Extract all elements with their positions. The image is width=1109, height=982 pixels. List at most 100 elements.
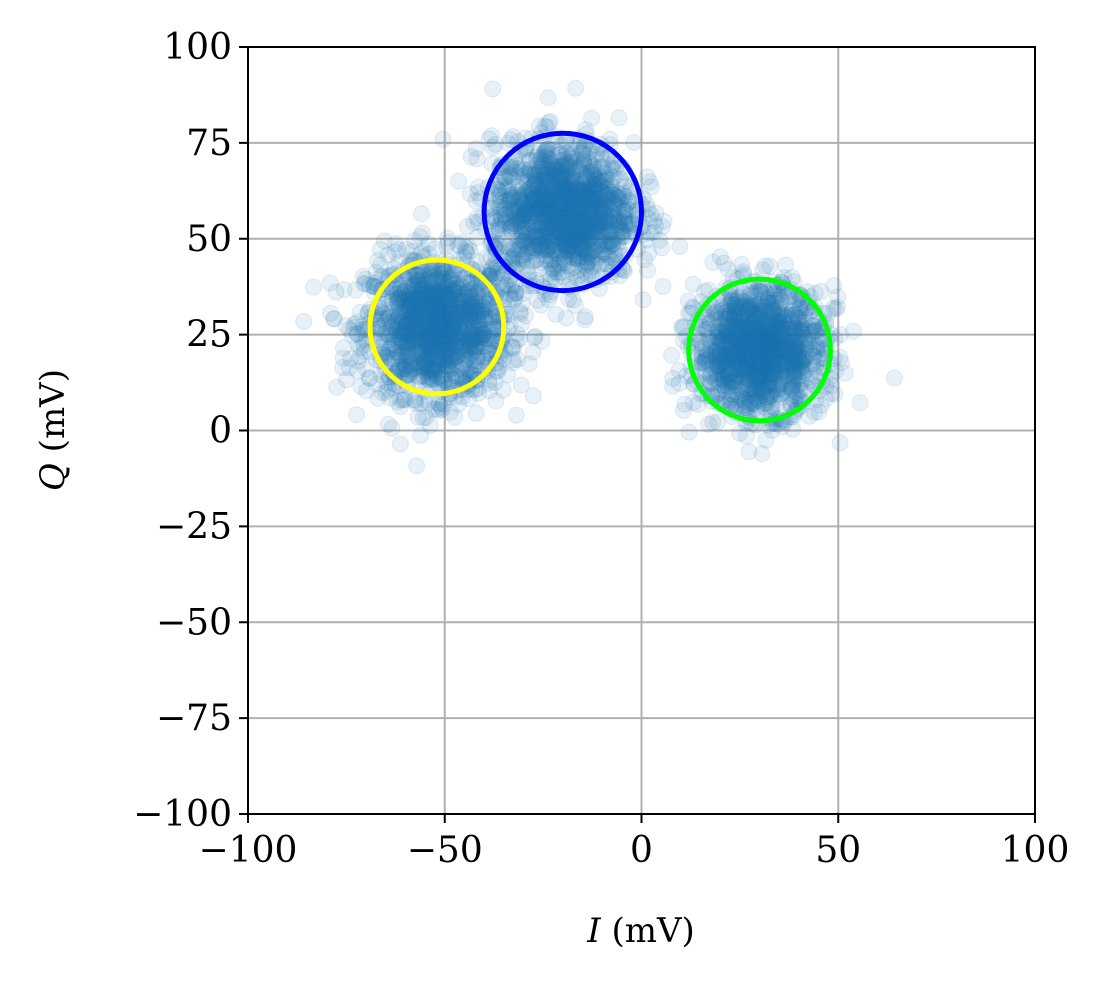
scatter-point	[405, 336, 423, 354]
scatter-point	[443, 308, 460, 326]
scatter-point	[422, 288, 440, 306]
scatter-point	[433, 304, 451, 322]
x-axis-label-var: I	[586, 911, 601, 951]
scatter-point	[486, 373, 504, 391]
scatter-point	[432, 367, 450, 385]
scatter-point	[696, 352, 714, 370]
scatter-point	[411, 228, 429, 246]
scatter-point	[386, 308, 404, 326]
scatter-point	[444, 350, 462, 368]
scatter-point	[455, 301, 473, 319]
scatter-point	[636, 251, 654, 269]
scatter-point	[435, 299, 453, 317]
scatter-point	[453, 329, 471, 347]
scatter-point	[426, 366, 444, 384]
scatter-point	[409, 408, 427, 426]
scatter-point	[400, 366, 418, 384]
scatter-point	[424, 273, 442, 291]
scatter-point	[419, 301, 437, 319]
scatter-point	[434, 317, 452, 335]
scatter-point	[379, 381, 397, 398]
scatter-point	[466, 338, 484, 356]
y-axis-label: Q (mV)	[33, 369, 73, 491]
scatter-point	[425, 356, 443, 374]
scatter-point	[450, 320, 468, 338]
scatter-point	[518, 204, 536, 222]
scatter-point	[457, 312, 475, 330]
scatter-point	[439, 291, 457, 309]
scatter-point	[394, 391, 412, 409]
scatter-point	[423, 300, 441, 318]
scatter-point	[468, 311, 486, 329]
scatter-point	[435, 311, 453, 329]
scatter-point	[327, 283, 345, 301]
scatter-point	[885, 369, 903, 387]
scatter-point	[396, 318, 414, 336]
scatter-point	[391, 398, 409, 416]
scatter-point	[701, 367, 719, 385]
scatter-point	[402, 330, 420, 348]
scatter-point	[829, 288, 847, 306]
scatter-point	[471, 305, 489, 323]
scatter-point	[450, 172, 468, 190]
scatter-point	[430, 302, 448, 319]
scatter-point	[582, 207, 600, 225]
scatter-point	[525, 165, 543, 183]
scatter-point	[400, 297, 418, 315]
scatter-point	[408, 457, 426, 475]
scatter-point	[461, 326, 479, 344]
scatter-point	[377, 322, 395, 340]
scatter-point	[524, 387, 542, 405]
scatter-point	[401, 327, 419, 345]
scatter-point	[506, 285, 524, 302]
scatter-point	[417, 309, 435, 327]
scatter-point	[412, 290, 430, 308]
scatter-point	[405, 298, 423, 316]
x-tick-label-3: 50	[815, 830, 861, 871]
scatter-point	[422, 336, 440, 354]
scatter-point	[717, 375, 735, 393]
x-tick-label-1: −50	[407, 830, 483, 871]
scatter-point	[424, 312, 442, 330]
scatter-point	[338, 371, 355, 389]
y-axis-label-unit: (mV)	[33, 369, 73, 463]
scatter-point	[423, 262, 441, 280]
scatter-point	[422, 331, 440, 349]
scatter-point	[432, 356, 450, 374]
scatter-point	[321, 274, 339, 292]
scatter-point	[403, 286, 421, 304]
scatter-point	[375, 232, 393, 250]
scatter-point	[654, 278, 672, 295]
scatter-point	[430, 350, 448, 368]
scatter-point	[399, 320, 417, 338]
scatter-point	[407, 341, 425, 359]
scatter-point	[349, 352, 367, 370]
scatter-point	[468, 150, 486, 168]
scatter-point	[392, 325, 410, 343]
scatter-point	[429, 325, 447, 343]
scatter-point	[394, 353, 412, 371]
scatter-point	[423, 361, 441, 379]
scatter-point	[634, 291, 652, 309]
scatter-point	[763, 421, 781, 439]
scatter-point	[467, 291, 485, 309]
scatter-point	[684, 275, 702, 293]
scatter-point	[413, 270, 431, 288]
scatter-point	[406, 300, 424, 318]
scatter-point	[440, 289, 458, 306]
scatter-point	[567, 79, 585, 97]
scatter-point	[444, 318, 462, 336]
scatter-point	[430, 358, 448, 376]
scatter-point	[402, 295, 420, 313]
scatter-point	[418, 331, 436, 349]
scatter-point	[472, 303, 490, 321]
scatter-point	[420, 319, 438, 337]
scatter-point	[436, 294, 454, 312]
scatter-point	[372, 256, 390, 274]
scatter-point	[415, 352, 433, 370]
scatter-point	[453, 278, 471, 296]
scatter-point	[428, 303, 446, 321]
scatter-point	[392, 290, 410, 308]
scatter-point	[470, 331, 488, 349]
scatter-point	[417, 283, 435, 301]
